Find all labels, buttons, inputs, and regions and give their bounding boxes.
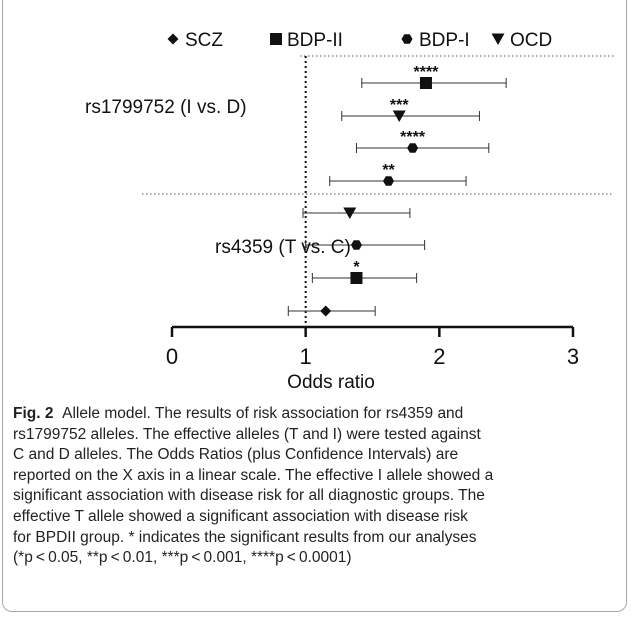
estimate-row: *** [341, 97, 480, 122]
estimate-row: **** [355, 129, 490, 153]
estimate-row [287, 305, 376, 317]
caption-line: reported on the X axis in a linear scale… [13, 466, 494, 484]
estimate-row: * [311, 259, 418, 284]
estimate-row: ** [329, 162, 467, 186]
x-axis: 0 1 2 3 Odds ratio [166, 325, 579, 393]
significance-label: *** [390, 97, 409, 114]
point-estimate [407, 143, 419, 153]
caption-line: significant association with disease ris… [13, 487, 485, 505]
x-tick-label: 1 [300, 344, 312, 369]
significance-label: ** [382, 162, 395, 179]
figure-caption: Fig. 2 Allele model. The results of risk… [13, 404, 613, 569]
group-label: rs1799752 (I vs. D) [85, 97, 247, 118]
point-estimate [343, 207, 357, 219]
x-tick-label: 0 [166, 344, 178, 369]
group-dividers [142, 55, 614, 195]
point-estimate [320, 305, 332, 317]
caption-line: rs1799752 alleles. The effective alleles… [13, 425, 481, 443]
caption-line: for BPDII group. * indicates the signifi… [13, 528, 477, 546]
point-estimate [383, 176, 394, 186]
caption-line: Allele model. The results of risk associ… [62, 405, 464, 422]
legend-marker-bdp-ii [270, 33, 282, 45]
legend-label-scz: SCZ [185, 30, 223, 51]
point-estimate [392, 110, 406, 122]
estimate-row [302, 207, 411, 219]
significance-label: **** [400, 129, 426, 146]
group-labels: rs1799752 (I vs. D) rs4359 (T vs. C) [85, 97, 351, 258]
figure-frame [2, 0, 627, 612]
point-estimate [419, 77, 432, 89]
x-axis-label: Odds ratio [287, 372, 375, 393]
legend-marker-scz [167, 33, 179, 45]
forest-plot: SCZ BDP-II BDP-I OCD ************** rs17997… [85, 30, 614, 393]
x-tick-label: 2 [433, 344, 445, 369]
caption-line: C and D alleles. The Odds Ratios (plus C… [13, 446, 459, 464]
legend-label-ocd: OCD [510, 30, 552, 51]
x-tick-label: 3 [567, 344, 579, 369]
caption-line: (*p < 0.05, **p < 0.01, ***p < 0.001, **… [13, 549, 352, 567]
point-estimate [351, 240, 362, 250]
legend-label-bdp-ii: BDP-II [287, 30, 343, 51]
estimate-row: **** [361, 64, 507, 89]
significance-label: **** [414, 64, 440, 81]
caption-line: effective T allele showed a significant … [13, 507, 468, 525]
figure-label: Fig. 2 [13, 405, 54, 422]
legend-marker-bdp-i [401, 34, 413, 44]
legend-label-bdp-i: BDP-I [419, 30, 470, 51]
legend-marker-ocd [491, 33, 505, 45]
group-label: rs4359 (T vs. C) [215, 237, 351, 258]
estimate-row [305, 240, 426, 250]
point-estimate [350, 272, 363, 284]
legend: SCZ BDP-II BDP-I OCD [167, 30, 552, 51]
estimate-rows: ************** [287, 64, 507, 317]
caption-text: Allele model. The results of risk associ… [13, 405, 493, 566]
significance-label: * [353, 259, 360, 276]
